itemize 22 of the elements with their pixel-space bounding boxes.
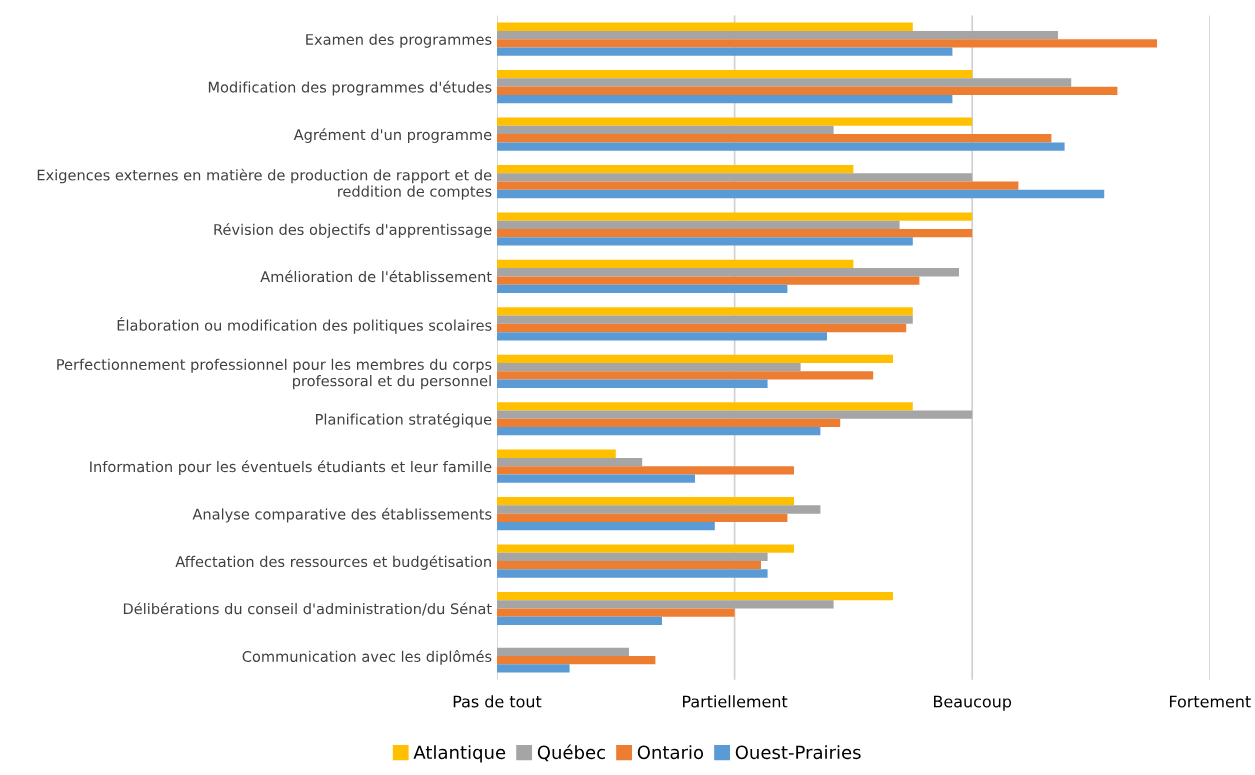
ref-line-label: Beaucoup [934,695,1012,711]
y-tick-label: Agrément d'un programme [293,128,492,143]
y-tick-label: Examen des programmes [306,33,492,48]
y-tick-label: Communication avec les diplômés [242,650,492,665]
legend-label: Atlantique [413,745,506,763]
y-tick-label: Analyse comparative des établissements [192,507,492,523]
y-tick-label: Élaboration ou modification des politiques scolaires [117,317,492,334]
ref-line-label: Pas de tout [453,695,542,708]
y-tick-label: Perfectionnement professionnel pour les membres du corps professoral et du personnel [57,358,492,390]
legend-label: Ontario [637,745,704,760]
ref-line-label: Fortement [1169,695,1251,708]
y-tick-label: Amélioration de l'établissement [260,270,492,283]
ref-line-label: Partiellement [683,695,788,708]
y-tick-label: Révision des objectifs d'apprentissage [214,223,492,238]
y-tick-label: Planification stratégique [316,412,492,428]
y-tick-label: Modification des programmes d'études [208,80,492,96]
y-tick-label: Affectation des ressources et budgétisation [175,555,491,570]
legend-label: Québec [537,744,605,762]
legend-label: Ouest-Prairies [735,745,861,760]
y-tick-label: Délibérations du conseil d'administration/du Sénat [123,602,492,616]
y-tick-label: Exigences externes en matière de production de rapport et de reddition de comptes [37,168,492,200]
y-tick-label: Information pour les éventuels étudiants et leur famille [90,460,492,476]
